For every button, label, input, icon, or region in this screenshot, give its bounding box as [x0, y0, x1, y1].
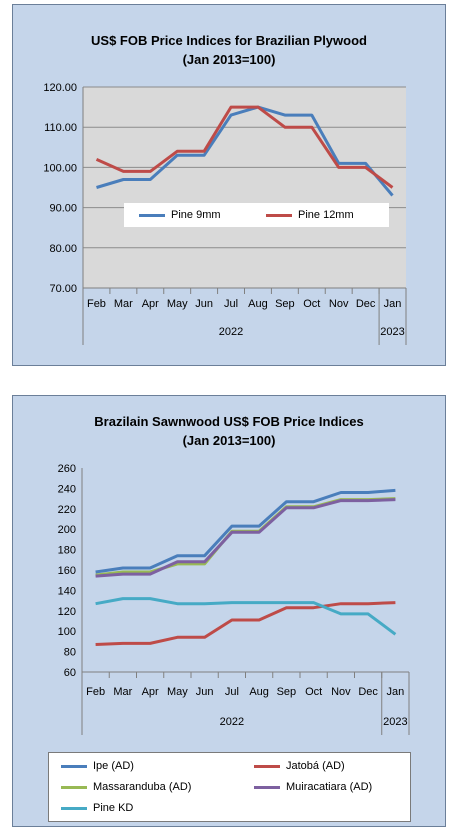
plot-area [83, 87, 406, 288]
plywood-chart: 120.00 110.00 100.00 90.00 80.00 70.00 Feb Mar A… [43, 82, 407, 345]
sawnwood-chart-panel: Brazilain Sawnwood US$ FOB Price Indices… [12, 395, 446, 827]
y-tick-label: 100 [58, 626, 76, 638]
x-tick-label: Aug [249, 686, 269, 698]
y-tick-label: 80.00 [49, 243, 77, 255]
legend-swatch [254, 785, 280, 789]
y-tick-label: 200 [58, 524, 76, 536]
y-tick-label: 110.00 [44, 122, 77, 134]
legend-item-muiracatiara: Muiracatiara (AD) [254, 780, 372, 794]
x-tick-label: Apr [142, 298, 159, 310]
legend-label: Ipe (AD) [93, 760, 134, 772]
sawnwood-title-line2: (Jan 2013=100) [182, 433, 276, 448]
series-line-pine-kd [95, 597, 397, 636]
legend-item-pine-kd: Pine KD [61, 801, 133, 815]
sawnwood-legend: Ipe (AD) Jatobá (AD) Massaranduba (AD) M… [48, 752, 411, 822]
plywood-title-line2: (Jan 2013=100) [182, 52, 276, 67]
x-tick-label: May [167, 686, 188, 698]
sawnwood-chart: 260 240 220 200 180 160 140 120 100 80 60 Feb Mar Apr… [58, 463, 410, 735]
y-tick-label: 240 [58, 483, 76, 495]
year-label: 2022 [220, 716, 244, 728]
legend-label: Pine 9mm [171, 209, 221, 221]
y-tick-label: 100.00 [43, 162, 77, 174]
x-tick-label: Sep [277, 686, 297, 698]
legend-swatch [61, 806, 87, 810]
sawnwood-chart-title: Brazilain Sawnwood US$ FOB Price Indices… [13, 412, 445, 450]
series-line-massaranduba-ad [95, 497, 396, 577]
x-tick-label: Nov [331, 686, 351, 698]
series-line-pine-12mm [95, 105, 394, 189]
sawnwood-title-line1: Brazilain Sawnwood US$ FOB Price Indices [94, 414, 364, 429]
x-tick-label: Jun [196, 686, 214, 698]
y-tick-label: 220 [58, 504, 76, 516]
legend-label: Massaranduba (AD) [93, 781, 192, 793]
x-tick-label: Jan [384, 298, 402, 310]
y-tick-label: 180 [58, 545, 76, 557]
y-tick-label: 160 [58, 565, 76, 577]
legend-label: Pine KD [93, 802, 134, 814]
x-tick-label: Jul [224, 298, 238, 310]
legend-label: Muiracatiara (AD) [286, 781, 373, 793]
x-tick-label: Aug [248, 298, 268, 310]
y-tick-label: 260 [58, 463, 76, 475]
plywood-legend: Pine 9mm Pine 12mm [124, 203, 389, 227]
legend-item-jatoba: Jatobá (AD) [254, 759, 345, 773]
x-tick-label: May [167, 298, 188, 310]
year-label: 2022 [219, 326, 243, 338]
x-tick-label: Jan [387, 686, 405, 698]
y-tick-label: 90.00 [49, 203, 77, 215]
x-tick-label: Oct [303, 298, 320, 310]
legend-swatch [254, 764, 280, 768]
y-tick-label: 60 [64, 667, 76, 679]
plywood-chart-title: US$ FOB Price Indices for Brazilian Plyw… [13, 31, 445, 69]
legend-item-ipe: Ipe (AD) [61, 759, 134, 773]
legend-swatch [266, 213, 292, 217]
x-tick-label: Oct [305, 686, 322, 698]
y-tick-label: 80 [64, 647, 76, 659]
y-tick-label: 120.00 [43, 82, 77, 94]
year-label: 2023 [383, 716, 407, 728]
x-tick-label: Feb [87, 298, 106, 310]
legend-item-pine-9mm: Pine 9mm [139, 208, 221, 222]
legend-item-pine-12mm: Pine 12mm [266, 208, 354, 222]
x-tick-label: Mar [114, 298, 133, 310]
x-tick-label: Dec [356, 298, 376, 310]
x-tick-label: Jun [195, 298, 213, 310]
series-line-muiracatiara-ad [95, 498, 396, 578]
legend-label: Pine 12mm [298, 209, 354, 221]
legend-item-massaranduba: Massaranduba (AD) [61, 780, 191, 794]
y-tick-label: 70.00 [49, 283, 77, 295]
x-tick-label: Dec [358, 686, 378, 698]
plywood-title-line1: US$ FOB Price Indices for Brazilian Plyw… [91, 33, 367, 48]
y-tick-label: 120 [58, 606, 76, 618]
series-line-pine-9mm [96, 105, 394, 197]
x-tick-label: Mar [113, 686, 132, 698]
x-tick-label: Sep [275, 298, 295, 310]
legend-swatch [61, 785, 87, 789]
plywood-chart-panel: US$ FOB Price Indices for Brazilian Plyw… [12, 4, 446, 366]
series-line-ipe-ad [95, 488, 396, 574]
series-line-jatob-ad [95, 601, 396, 646]
legend-swatch [139, 213, 165, 217]
legend-label: Jatobá (AD) [286, 760, 345, 772]
x-tick-label: Apr [142, 686, 159, 698]
x-tick-label: Feb [86, 686, 105, 698]
legend-swatch [61, 764, 87, 768]
x-tick-label: Nov [329, 298, 349, 310]
x-tick-label: Jul [225, 686, 239, 698]
y-tick-label: 140 [58, 585, 76, 597]
year-label: 2023 [380, 326, 404, 338]
